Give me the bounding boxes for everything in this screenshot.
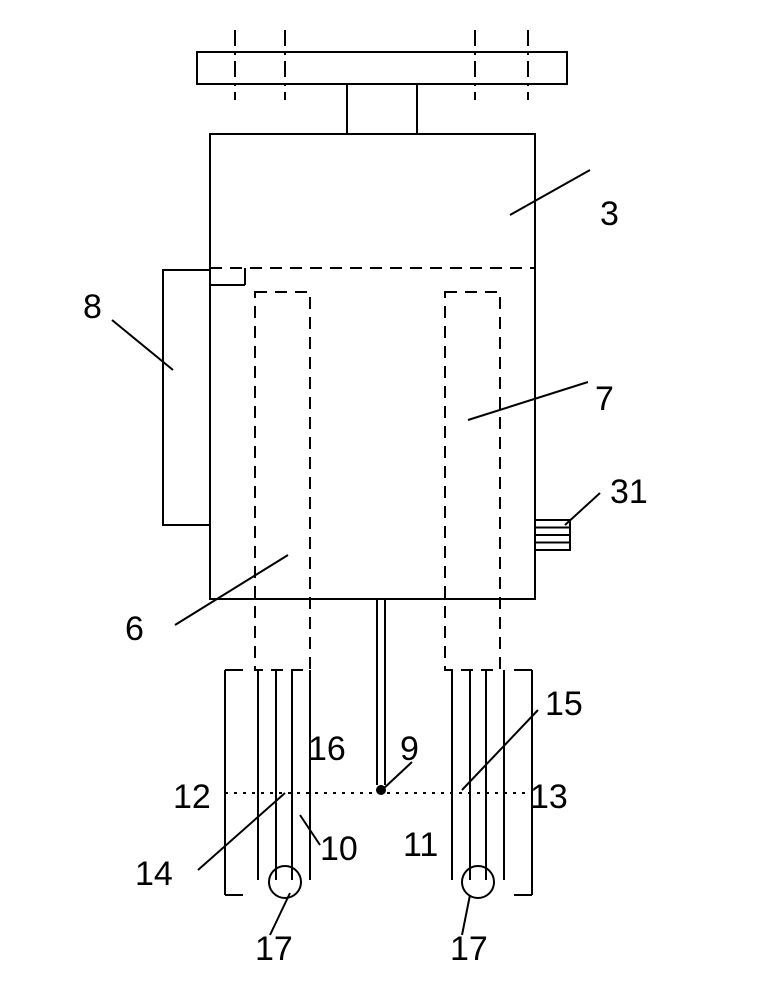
- label-17b: 17: [450, 930, 488, 968]
- label-7: 7: [595, 380, 614, 418]
- label-13: 13: [530, 778, 568, 816]
- label-16: 16: [308, 730, 346, 768]
- label-6: 6: [125, 610, 144, 648]
- label-31: 31: [610, 473, 648, 511]
- label-9: 9: [400, 730, 419, 768]
- label-12: 12: [173, 778, 211, 816]
- label-14: 14: [135, 855, 173, 893]
- label-10: 10: [320, 830, 358, 868]
- label-8: 8: [83, 288, 102, 326]
- diagram-canvas: 3 6 7 8 9 10 11 12 13 14 15 16 31 17 17: [0, 0, 760, 1000]
- label-17a: 17: [255, 930, 293, 968]
- label-3: 3: [600, 195, 619, 233]
- label-11: 11: [403, 826, 438, 864]
- label-15: 15: [545, 685, 583, 723]
